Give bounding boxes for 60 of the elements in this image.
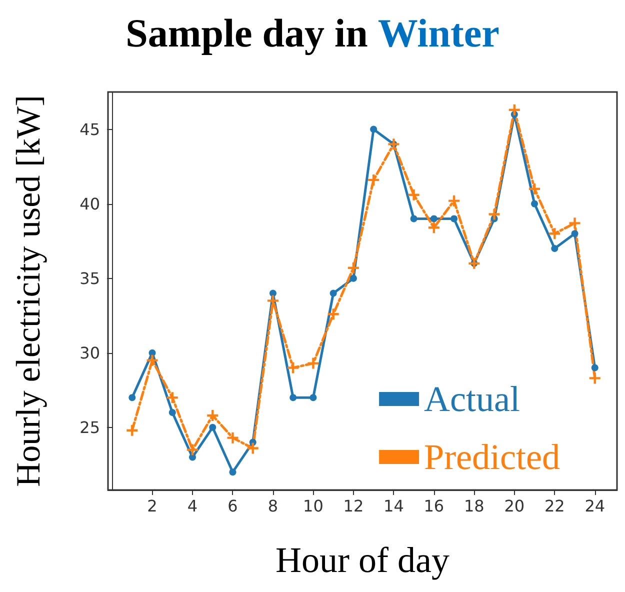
point: [410, 215, 418, 222]
y-tick-label: 25: [80, 418, 100, 437]
point: [450, 215, 458, 222]
point: [126, 424, 138, 436]
y-tick-label: 45: [80, 120, 100, 139]
point: [247, 442, 258, 454]
x-tick-label: 18: [464, 496, 484, 516]
y-tick-label: 30: [80, 343, 100, 362]
point: [350, 274, 357, 282]
x-tick-label: 10: [303, 496, 324, 516]
x-tick-label: 20: [504, 496, 525, 516]
legend-label: Predicted: [424, 437, 560, 477]
point: [146, 354, 158, 366]
legend-label: Actual: [424, 379, 520, 419]
point: [549, 228, 560, 240]
point: [430, 215, 438, 222]
x-tick-label: 8: [268, 496, 278, 516]
point: [310, 394, 317, 402]
point: [348, 262, 359, 274]
point: [591, 364, 598, 372]
point: [330, 290, 337, 297]
x-tick-label: 4: [187, 496, 198, 516]
x-tick-label: 12: [343, 496, 364, 516]
x-axis-title: Hour of day: [276, 540, 450, 580]
point: [508, 104, 520, 116]
x-tick-label: 22: [544, 496, 565, 516]
point: [551, 245, 558, 252]
x-tick-label: 6: [228, 496, 238, 516]
x-tick-label: 24: [584, 496, 606, 516]
y-tick-label: 35: [80, 268, 100, 288]
point: [227, 432, 238, 444]
y-axis-title: Hourly electricity used [kW]: [10, 95, 48, 487]
x-tick-label: 16: [424, 496, 444, 516]
point: [207, 410, 218, 421]
point: [370, 126, 378, 133]
point: [328, 308, 339, 320]
point: [269, 290, 276, 297]
point: [209, 424, 216, 431]
point: [166, 392, 178, 404]
point: [308, 358, 319, 369]
point: [569, 218, 580, 229]
point: [288, 362, 299, 374]
point: [428, 222, 440, 234]
point: [368, 174, 380, 186]
point: [589, 372, 600, 384]
y-tick-label: 40: [80, 194, 100, 214]
chart-title: Sample day in Winter: [126, 10, 500, 56]
point: [571, 230, 578, 238]
x-tick-label: 2: [147, 496, 158, 516]
point: [290, 394, 297, 402]
point: [187, 444, 198, 456]
point: [408, 189, 420, 200]
x-tick-label: 14: [384, 496, 404, 516]
point: [448, 195, 460, 206]
point: [229, 468, 236, 476]
point: [531, 200, 538, 208]
point: [168, 408, 176, 416]
point: [488, 208, 500, 220]
point: [128, 394, 136, 402]
point: [529, 183, 540, 194]
